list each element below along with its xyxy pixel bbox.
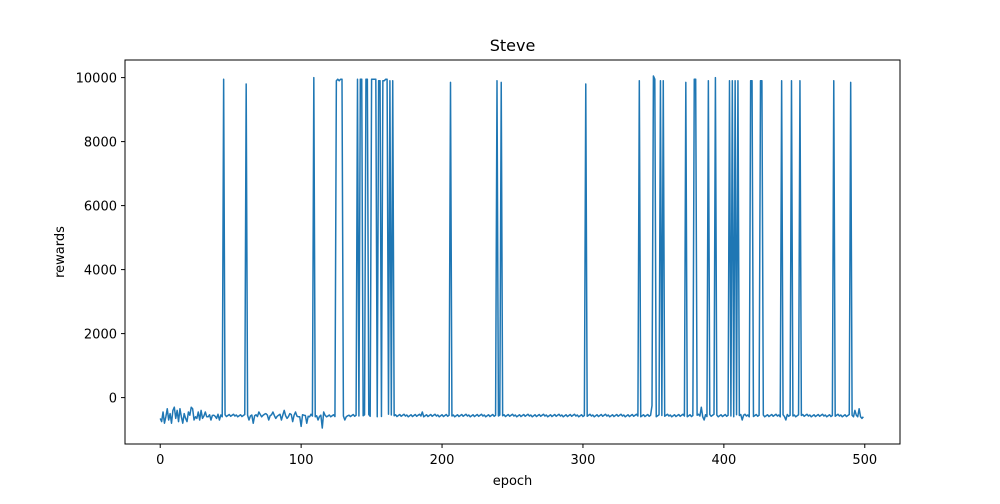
- x-tick-label: 200: [430, 453, 455, 468]
- y-tick-label: 4000: [84, 264, 117, 279]
- series-layer: [159, 75, 864, 429]
- y-tick-label: 0: [109, 392, 117, 407]
- x-tick-label: 400: [711, 453, 736, 468]
- x-tick-label: 500: [852, 453, 877, 468]
- y-axis-ticks: 0 2000 4000 6000 8000 10000: [76, 72, 125, 407]
- axes-frame: [124, 59, 901, 445]
- y-tick-label: 2000: [84, 328, 117, 343]
- x-axis-label: epoch: [493, 474, 533, 489]
- plot-area: [125, 60, 900, 444]
- y-tick-label: 8000: [84, 136, 117, 151]
- chart-title: Steve: [490, 36, 536, 55]
- y-tick-label: 6000: [84, 200, 117, 215]
- x-tick-label: 100: [289, 453, 314, 468]
- x-tick-label: 0: [156, 453, 164, 468]
- x-axis-ticks: 0 100 200 300 400 500: [156, 444, 877, 468]
- y-axis-label: rewards: [53, 226, 68, 278]
- series-line-0: [159, 75, 864, 429]
- y-tick-label: 10000: [76, 72, 117, 87]
- x-tick-label: 300: [571, 453, 596, 468]
